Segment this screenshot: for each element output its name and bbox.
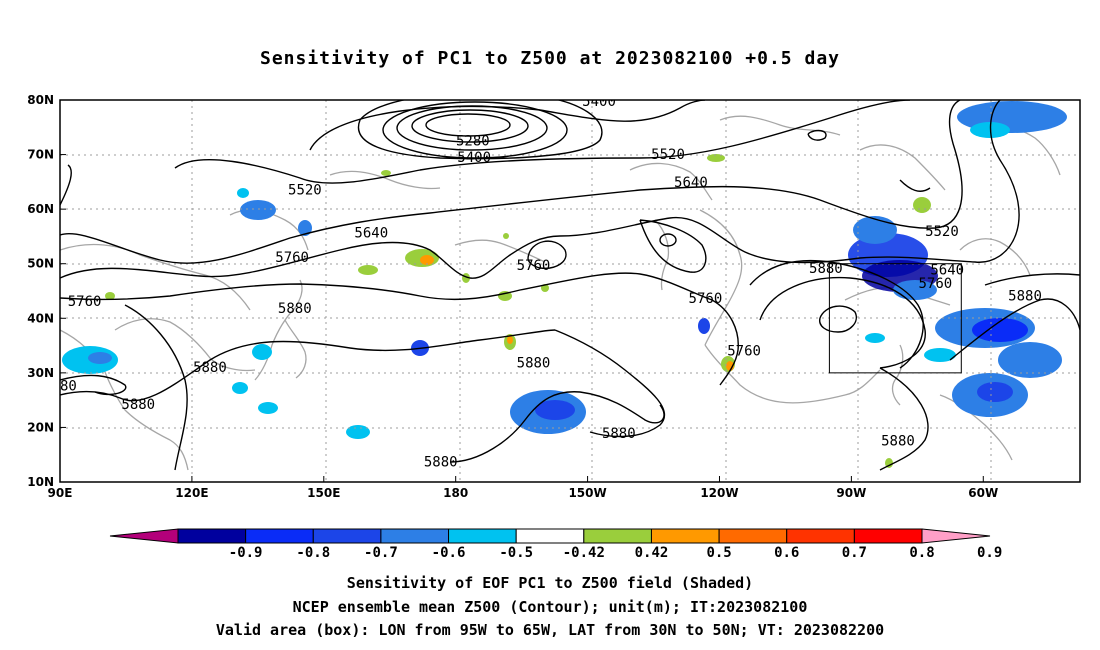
x-tick-label: 180 [443, 486, 468, 500]
contour-label: 5880 [43, 378, 77, 394]
colorbar-label: -0.5 [499, 545, 533, 561]
x-tick-label: 90W [836, 486, 866, 500]
x-tick-label: 60W [968, 486, 998, 500]
z500-contours [60, 100, 1080, 471]
colorbar-segment [650, 528, 720, 544]
colorbar-segment [718, 528, 788, 544]
caption-shading: Sensitivity of EOF PC1 to Z500 field (Sh… [346, 574, 754, 592]
x-tick-label: 150W [568, 486, 606, 500]
y-tick-label: 70N [27, 148, 54, 162]
contour-label: 5520 [925, 224, 959, 240]
contour-label: 5880 [424, 454, 458, 470]
y-tick-label: 80N [27, 93, 54, 107]
contour-label: 5880 [881, 434, 915, 450]
y-tick-label: 40N [27, 311, 54, 325]
x-tick-label: 90E [48, 486, 73, 500]
colorbar-segment [312, 528, 382, 544]
contour-label: 5880 [193, 360, 227, 376]
colorbar-label: 0.42 [635, 545, 669, 561]
plot-frame [59, 99, 1081, 483]
x-tick-label: 120E [175, 486, 208, 500]
contour-label: 5880 [278, 301, 312, 317]
contour-label: 5760 [689, 291, 723, 307]
contour-label: 5400 [582, 94, 616, 110]
contour-label: 5760 [727, 343, 761, 359]
colorbar-segment [245, 528, 314, 544]
contour-label: 5400 [457, 150, 491, 166]
colorbar-label: -0.7 [364, 545, 398, 561]
colorbar-label: -0.8 [296, 545, 330, 561]
caption-valid-area: Valid area (box): LON from 95W to 65W, L… [215, 621, 885, 639]
colorbar-label: -0.6 [432, 545, 466, 561]
colorbar-label: 0.9 [977, 545, 1002, 561]
contour-label: 5640 [930, 263, 964, 279]
y-tick-label: 20N [27, 420, 54, 434]
contour-label: 5760 [68, 294, 102, 310]
y-tick-label: 50N [27, 257, 54, 271]
contour-label: 5760 [275, 250, 309, 266]
valid-area-box [828, 263, 962, 374]
y-tick-label: 60N [27, 202, 54, 216]
contour-label: 5880 [809, 261, 843, 277]
contour-label: 5280 [456, 133, 490, 149]
contour-label: 5640 [354, 226, 388, 242]
caption-contour: NCEP ensemble mean Z500 (Contour); unit(… [292, 598, 808, 616]
y-tick-label: 30N [27, 366, 54, 380]
contour-label: 5880 [121, 397, 155, 413]
colorbar-segment [853, 528, 923, 544]
colorbar-segment [786, 528, 855, 544]
x-tick-label: 150E [307, 486, 340, 500]
colorbar-segment [448, 528, 517, 544]
contour-label: 5880 [602, 426, 636, 442]
colorbar-low-triangle [109, 528, 179, 544]
contour-label: 5880 [1008, 288, 1042, 304]
contour-label: 5760 [918, 276, 952, 292]
colorbar-segment [177, 528, 247, 544]
contour-label: 5640 [674, 175, 708, 191]
colorbar-label: -0.42 [563, 545, 605, 561]
contour-label: 5880 [517, 355, 551, 371]
colorbar-segment [380, 528, 450, 544]
colorbar-label: 0.5 [706, 545, 731, 561]
colorbar: -0.9 -0.8 -0.7 -0.6 -0.5 -0.42 0.42 0.5 0.6 0.7 0.… [109, 528, 1002, 561]
colorbar-high-triangle [921, 528, 991, 544]
contour-label: 5520 [288, 182, 322, 198]
colorbar-label: -0.9 [229, 545, 263, 561]
contour-label: 5760 [517, 258, 551, 274]
colorbar-segment [515, 528, 585, 544]
map-title: Sensitivity of PC1 to Z500 at 2023082100… [259, 48, 840, 69]
x-tick-label: 120W [700, 486, 738, 500]
colorbar-label: 0.6 [774, 545, 799, 561]
colorbar-label: 0.8 [909, 545, 934, 561]
grid-lines [60, 100, 1080, 482]
y-tick-label: 10N [27, 475, 54, 489]
colorbar-label: 0.7 [842, 545, 867, 561]
colorbar-segment [583, 528, 652, 544]
contour-label: 5520 [651, 147, 685, 163]
axis-ticks: 90E 120E 150E 180 150W 120W 90W 60W 10N 20N 30N 40N… [27, 93, 998, 500]
